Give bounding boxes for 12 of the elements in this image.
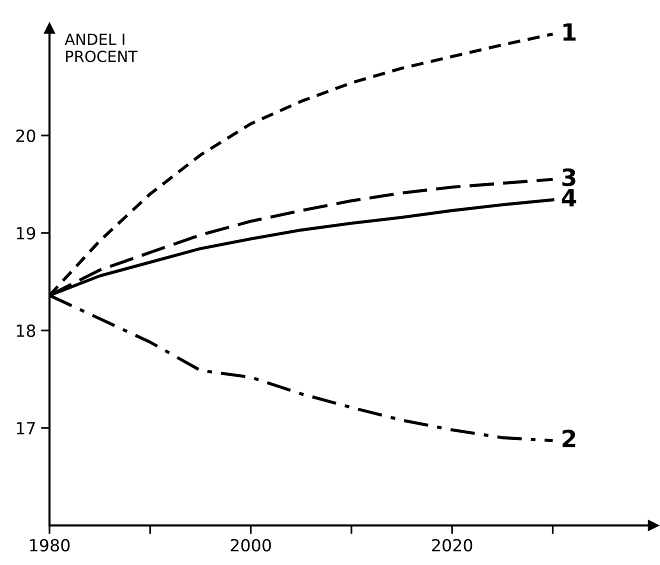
series-label: 2 xyxy=(562,430,576,448)
y-tick-label: 19 xyxy=(16,226,36,240)
x-tick-label: 2020 xyxy=(432,538,472,552)
x-tick-label: 2000 xyxy=(230,538,271,552)
y-tick-label: 20 xyxy=(16,129,36,142)
y-tick-label: 18 xyxy=(16,324,36,338)
y-axis-title: ANDEL I PROCENT xyxy=(64,34,138,62)
y-tick-label: 17 xyxy=(16,422,35,434)
series-label: 1 xyxy=(563,23,576,41)
series-label: 3 xyxy=(562,168,576,186)
series-label: 4 xyxy=(562,189,576,206)
x-tick-label: 1980 xyxy=(30,538,70,552)
